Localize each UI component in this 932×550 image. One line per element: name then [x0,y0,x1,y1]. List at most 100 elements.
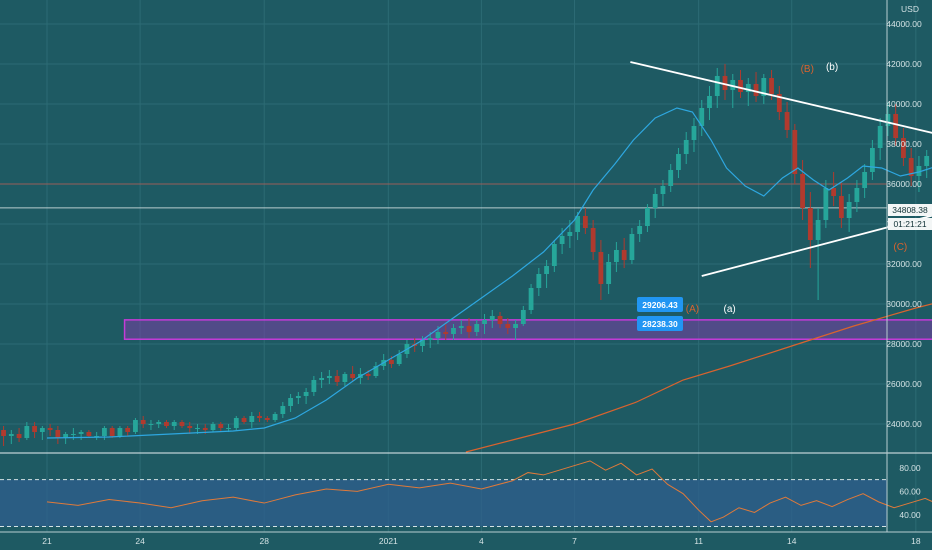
candle-body [474,324,480,332]
candle [761,74,767,104]
candle-body [389,360,394,364]
candle [179,420,185,428]
candle-body [63,434,69,438]
candle-body [1,430,6,436]
candle-body [916,166,922,176]
price-tick-label: 30000.00 [886,299,922,309]
candle [78,430,84,440]
candle-body [869,148,875,172]
candle-body [645,208,650,226]
candle [901,128,906,166]
candle [614,242,619,272]
time-tick-label: 24 [135,536,145,546]
candle [885,102,891,136]
candle-body [373,366,379,376]
time-axis[interactable]: 212428202147111418212528Feb48111518 [0,531,932,546]
candle [272,412,278,422]
candle-body [707,96,712,108]
candle [94,432,100,440]
candle-body [226,428,231,429]
candle-body [660,186,666,194]
candle-body [133,420,138,432]
price-tick-label: 28000.00 [886,339,922,349]
candle [295,392,301,404]
candle-body [365,374,371,376]
candle-body [606,262,612,284]
candle-body [241,418,247,422]
candle [86,430,92,438]
candle [109,426,115,438]
price-tick-label: 44000.00 [886,19,922,29]
candle [551,240,557,272]
zone-top-tag-bg [637,297,683,312]
candle-body [280,406,286,414]
candle-body [497,316,503,324]
rsi-tick-label: 60.00 [899,486,921,496]
candle-body [257,416,262,418]
candle-body [249,416,255,422]
current-price-value: 34808.38 [892,205,928,215]
candle-body [218,424,224,428]
candle-body [210,424,216,430]
candle-body [513,324,518,328]
candle-body [8,434,14,436]
candle-body [668,170,674,186]
candle-body [893,114,899,138]
candle [497,312,503,328]
candle [482,314,487,334]
candle-body [171,422,177,426]
candle [753,72,759,102]
candle-body [489,316,495,320]
candle-body [544,266,549,274]
time-ticks: 212428202147111418212528Feb48111518 [42,536,921,546]
price-axis[interactable]: USD 44000.00 42000.00 40000.00 38000.00 3600… [886,0,932,532]
candle-body [536,274,542,288]
candle [784,102,790,138]
candle-body [676,154,681,170]
candle-body [295,396,301,398]
candle-body [908,158,914,176]
candle-body [831,188,837,196]
candle [745,78,751,106]
time-tick-label: 2021 [379,536,398,546]
candle-body [466,326,472,332]
candle [838,182,844,228]
candle-body [443,332,449,334]
candle [776,86,782,120]
candle [645,204,650,232]
candle [1,426,6,446]
rsi-tick-label: 40.00 [899,510,921,520]
candle [722,64,728,100]
zone-bottom-value: 28238.30 [642,319,678,329]
candle [264,416,270,422]
candle [800,160,805,220]
candle [396,350,402,366]
zone-bottom-tag-bg [637,316,683,331]
candle-body [39,428,45,432]
candle [249,412,255,428]
candle-body [326,376,332,378]
candle [171,420,177,430]
candle-body [32,426,37,432]
candle [505,318,511,334]
candle-body [156,422,162,424]
candle-body [47,428,53,430]
candle-body [629,234,635,260]
support-zone[interactable] [123,319,932,340]
candle [621,238,627,268]
wave-labels: (B)(b)(D)(C)(E)(A)(a)(c) [686,62,908,315]
candle-body [745,84,751,92]
candle [451,324,456,340]
candle [582,208,588,234]
candle [862,164,868,198]
candle [807,192,813,268]
candle [420,336,425,352]
time-tick-label: 18 [911,536,921,546]
price-tick-label: 24000.00 [886,419,922,429]
candle-body [807,208,813,240]
countdown-tag-bg [888,218,932,230]
candle-body [637,226,643,234]
price-tick-label: 26000.00 [886,379,922,389]
